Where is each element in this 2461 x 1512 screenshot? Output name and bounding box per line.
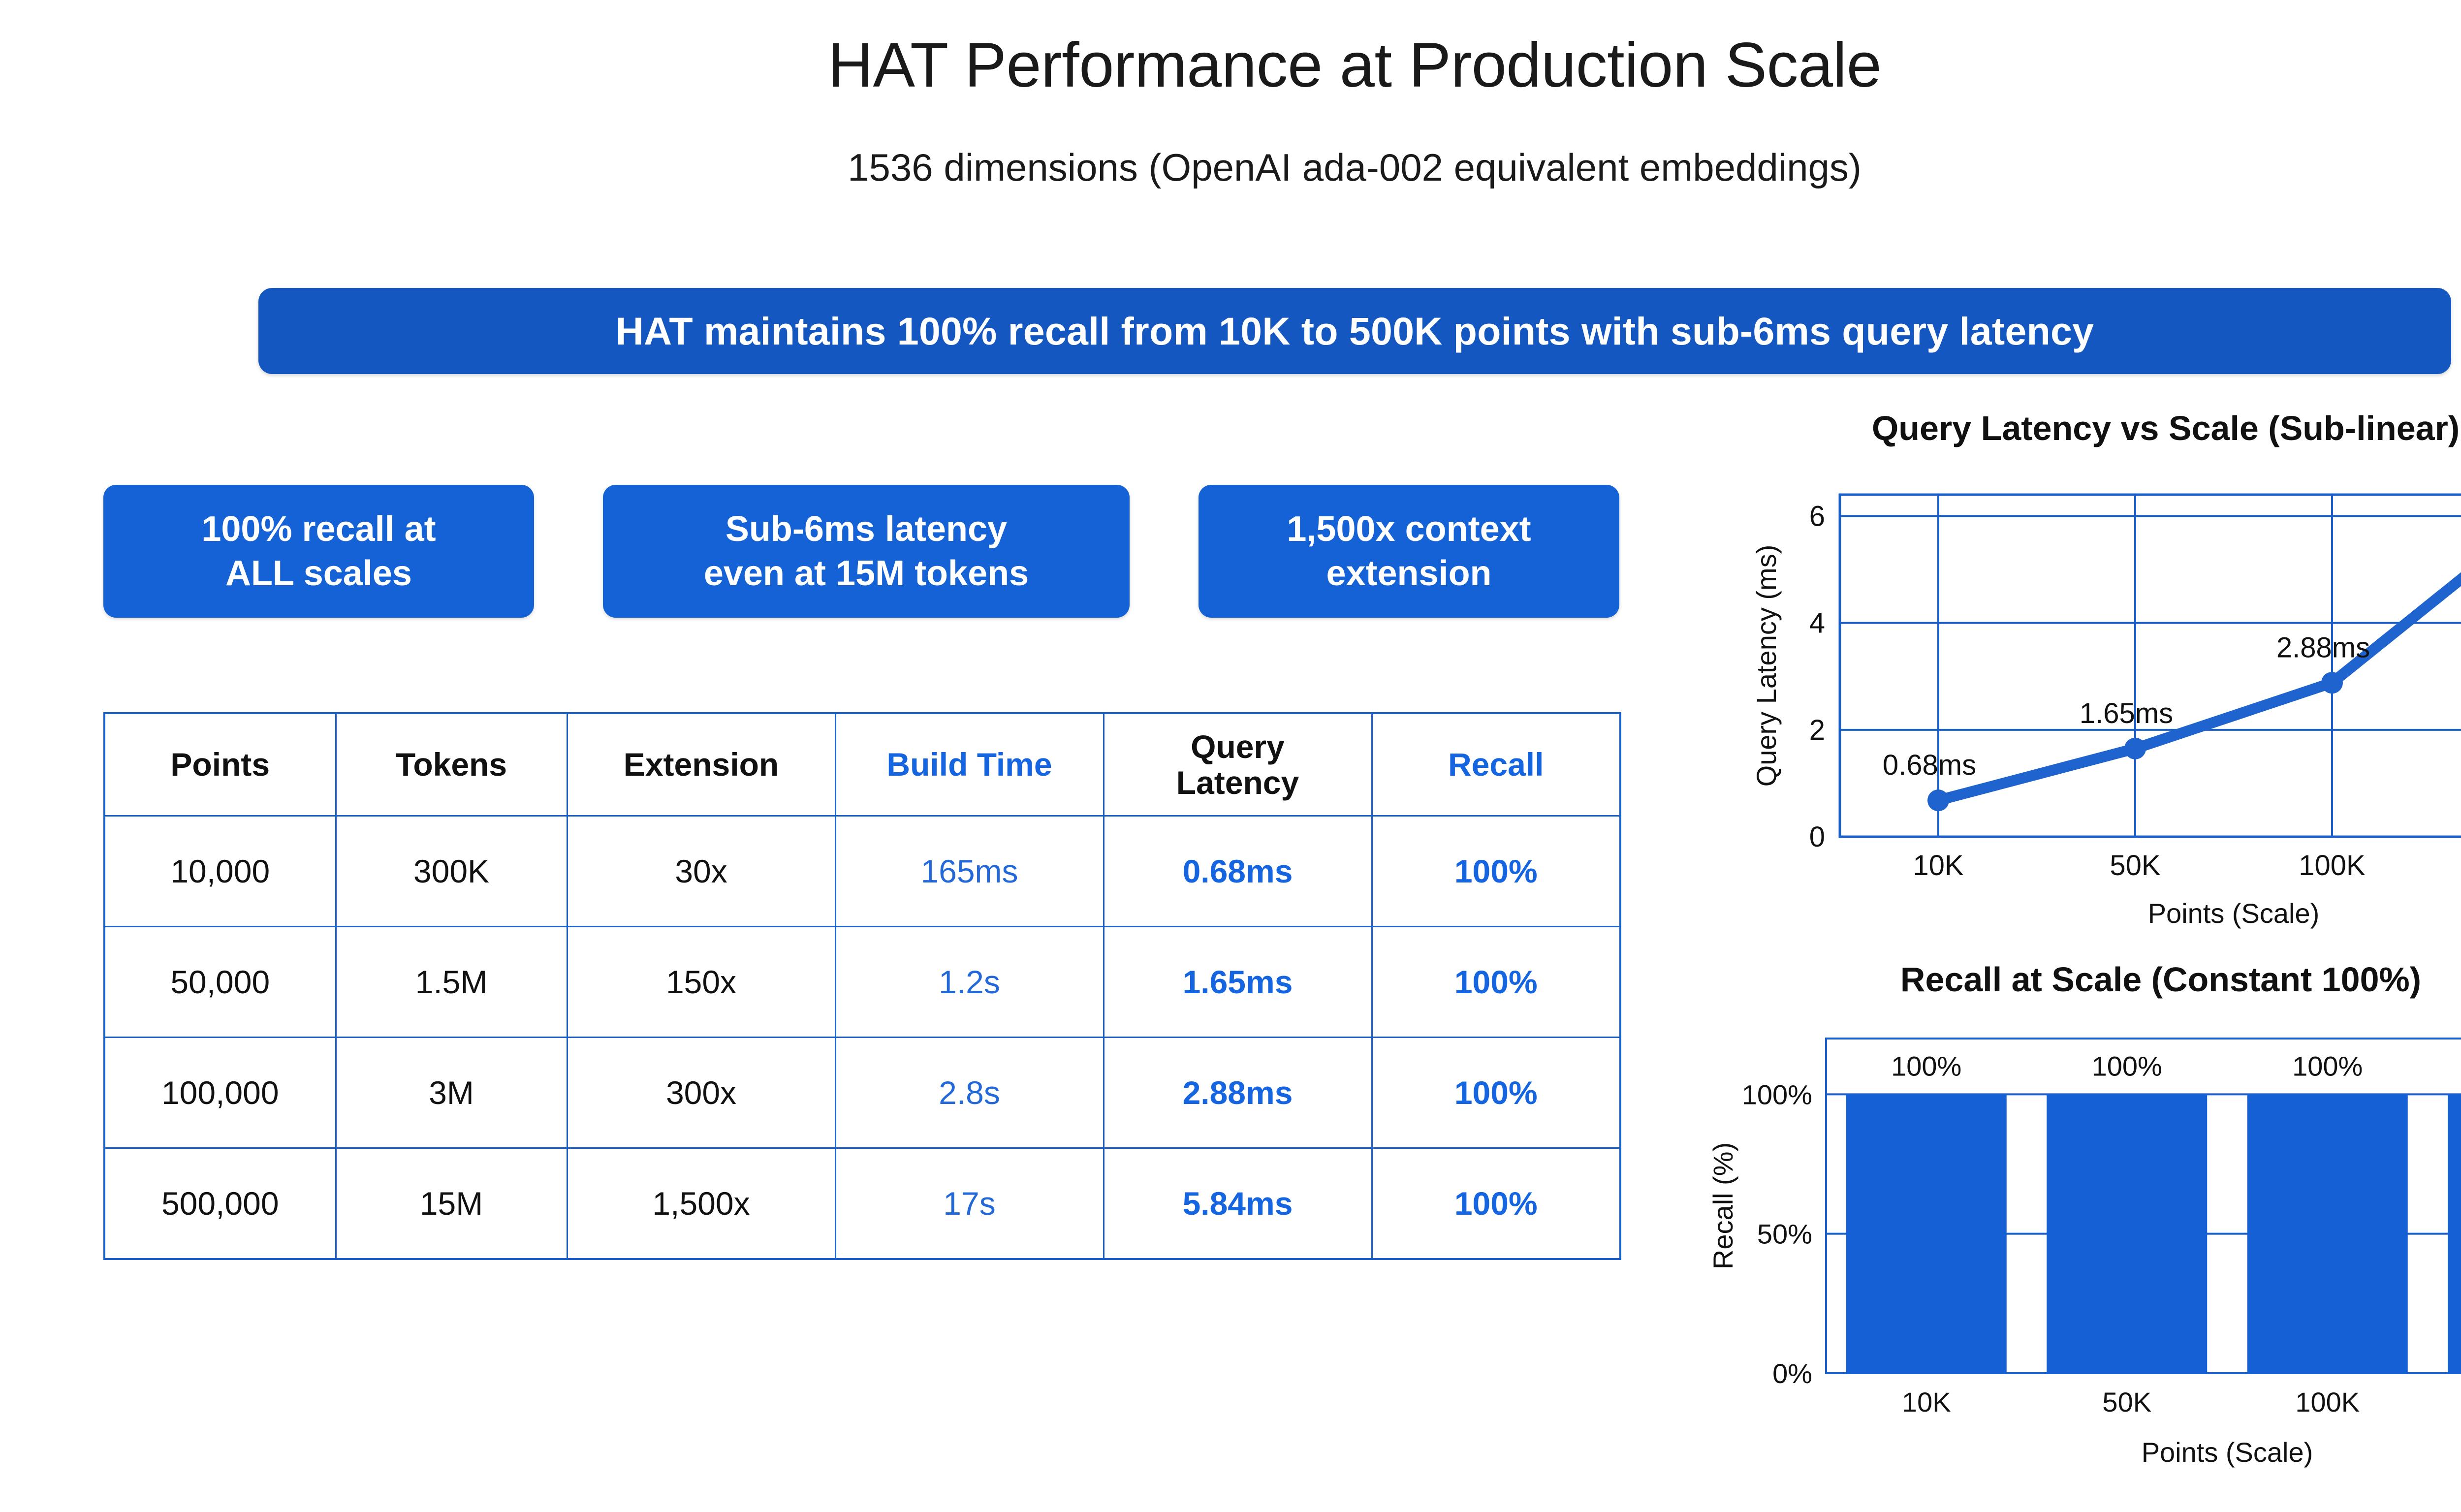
table-header-extension: Extension — [566, 712, 836, 817]
cell-points: 500,000 — [103, 1147, 337, 1260]
latency-ytick-label: 4 — [1809, 607, 1825, 639]
recall-ytick-label: 100% — [1742, 1079, 1812, 1110]
headline-banner-text: HAT maintains 100% recall from 10K to 50… — [615, 309, 2094, 353]
table-row: 50,000 1.5M 150x 1.2s 1.65ms 100% — [103, 926, 1621, 1038]
table-row: 500,000 15M 1,500x 17s 5.84ms 100% — [103, 1147, 1621, 1260]
table-header-tokens: Tokens — [335, 712, 568, 817]
recall-bar — [1846, 1094, 2007, 1373]
recall-bar-label: 100% — [1891, 1050, 1961, 1081]
stat-card-context: 1,500x context extension — [1199, 485, 1619, 618]
recall-bar-label: 100% — [2292, 1050, 2363, 1081]
recall-bar — [2047, 1094, 2208, 1373]
latency-line-chart: Query Latency vs Scale (Sub-linear) 0 2 4 6… — [1673, 409, 2461, 930]
table-header-points: Points — [103, 712, 337, 817]
stat-card-context-text: 1,500x context extension — [1287, 509, 1531, 593]
table-row: 10,000 300K 30x 165ms 0.68ms 100% — [103, 815, 1621, 927]
latency-xtick-label: 10K — [1913, 850, 1964, 882]
recall-xtick-label: 50K — [2102, 1386, 2151, 1418]
stat-card-recall-text: 100% recall at ALL scales — [201, 509, 436, 593]
table-header-recall: Recall — [1371, 712, 1621, 817]
cell-extension: 300x — [566, 1037, 836, 1149]
cell-recall: 100% — [1371, 926, 1621, 1038]
latency-x-axis-label: Points (Scale) — [2148, 898, 2320, 929]
recall-ytick-label: 0% — [1772, 1358, 1812, 1389]
cell-extension: 150x — [566, 926, 836, 1038]
latency-ytick-label: 6 — [1809, 500, 1825, 532]
recall-bar — [2448, 1094, 2461, 1373]
latency-data-point — [1927, 789, 1949, 812]
cell-build-time: 2.8s — [834, 1037, 1104, 1149]
cell-build-time: 165ms — [834, 815, 1104, 927]
cell-build-time: 17s — [834, 1147, 1104, 1260]
cell-tokens: 300K — [335, 815, 568, 927]
recall-bar — [2247, 1094, 2408, 1373]
recall-bar-chart: Recall at Scale (Constant 100%) 100% 100%… — [1664, 960, 2461, 1501]
table-header-row: Points Tokens Extension Build Time Query… — [103, 712, 1621, 817]
latency-xtick-label: 100K — [2299, 850, 2366, 882]
latency-ytick-label: 0 — [1809, 821, 1825, 853]
page-title: HAT Performance at Production Scale — [827, 30, 1882, 100]
cell-recall: 100% — [1371, 1037, 1621, 1149]
latency-xtick-label: 50K — [2110, 850, 2161, 882]
page-subtitle: 1536 dimensions (OpenAI ada-002 equivale… — [848, 146, 1862, 189]
metrics-table: Points Tokens Extension Build Time Query… — [103, 712, 1621, 1260]
cell-extension: 1,500x — [566, 1147, 836, 1260]
headline-banner: HAT maintains 100% recall from 10K to 50… — [258, 288, 2451, 374]
cell-extension: 30x — [566, 815, 836, 927]
cell-query-latency: 5.84ms — [1103, 1147, 1373, 1260]
latency-data-point — [2124, 737, 2146, 759]
cell-points: 10,000 — [103, 815, 337, 927]
latency-y-axis-label: Query Latency (ms) — [1751, 545, 1782, 787]
latency-data-point — [2321, 672, 2343, 694]
stat-card-latency: Sub-6ms latency even at 15M tokens — [603, 485, 1130, 618]
latency-chart-svg: 024610K50K100K500K0.68ms1.65ms2.88ms5.84… — [1751, 493, 2461, 929]
cell-query-latency: 1.65ms — [1103, 926, 1373, 1038]
cell-build-time: 1.2s — [834, 926, 1104, 1038]
latency-point-label: 0.68ms — [1883, 749, 1976, 781]
cell-tokens: 15M — [335, 1147, 568, 1260]
cell-query-latency: 0.68ms — [1103, 815, 1373, 927]
cell-tokens: 1.5M — [335, 926, 568, 1038]
latency-point-label: 2.88ms — [2276, 631, 2370, 663]
table-row: 100,000 3M 300x 2.8s 2.88ms 100% — [103, 1037, 1621, 1149]
cell-recall: 100% — [1371, 1147, 1621, 1260]
latency-point-label: 1.65ms — [2080, 697, 2173, 729]
table-header-build-time: Build Time — [834, 712, 1104, 817]
recall-x-axis-label: Points (Scale) — [2142, 1437, 2313, 1468]
cell-tokens: 3M — [335, 1037, 568, 1149]
recall-xtick-label: 10K — [1902, 1386, 1951, 1418]
cell-points: 100,000 — [103, 1037, 337, 1149]
recall-chart-svg: 100%100%100%100%0%50%100%10K50K100K500KP… — [1707, 1038, 2461, 1468]
latency-ytick-label: 2 — [1809, 714, 1825, 746]
latency-series-line — [1933, 572, 2461, 806]
recall-ytick-label: 50% — [1757, 1219, 1812, 1250]
latency-chart-title: Query Latency vs Scale (Sub-linear) — [1871, 409, 2460, 447]
recall-xtick-label: 100K — [2295, 1386, 2360, 1418]
cell-points: 50,000 — [103, 926, 337, 1038]
cell-query-latency: 2.88ms — [1103, 1037, 1373, 1149]
cell-recall: 100% — [1371, 815, 1621, 927]
table-header-query-latency: Query Latency — [1103, 712, 1373, 817]
stat-card-latency-text: Sub-6ms latency even at 15M tokens — [703, 509, 1029, 593]
stat-card-recall: 100% recall at ALL scales — [103, 485, 534, 618]
recall-bar-label: 100% — [2092, 1050, 2162, 1081]
recall-y-axis-label: Recall (%) — [1707, 1142, 1738, 1269]
recall-chart-title: Recall at Scale (Constant 100%) — [1900, 960, 2422, 999]
